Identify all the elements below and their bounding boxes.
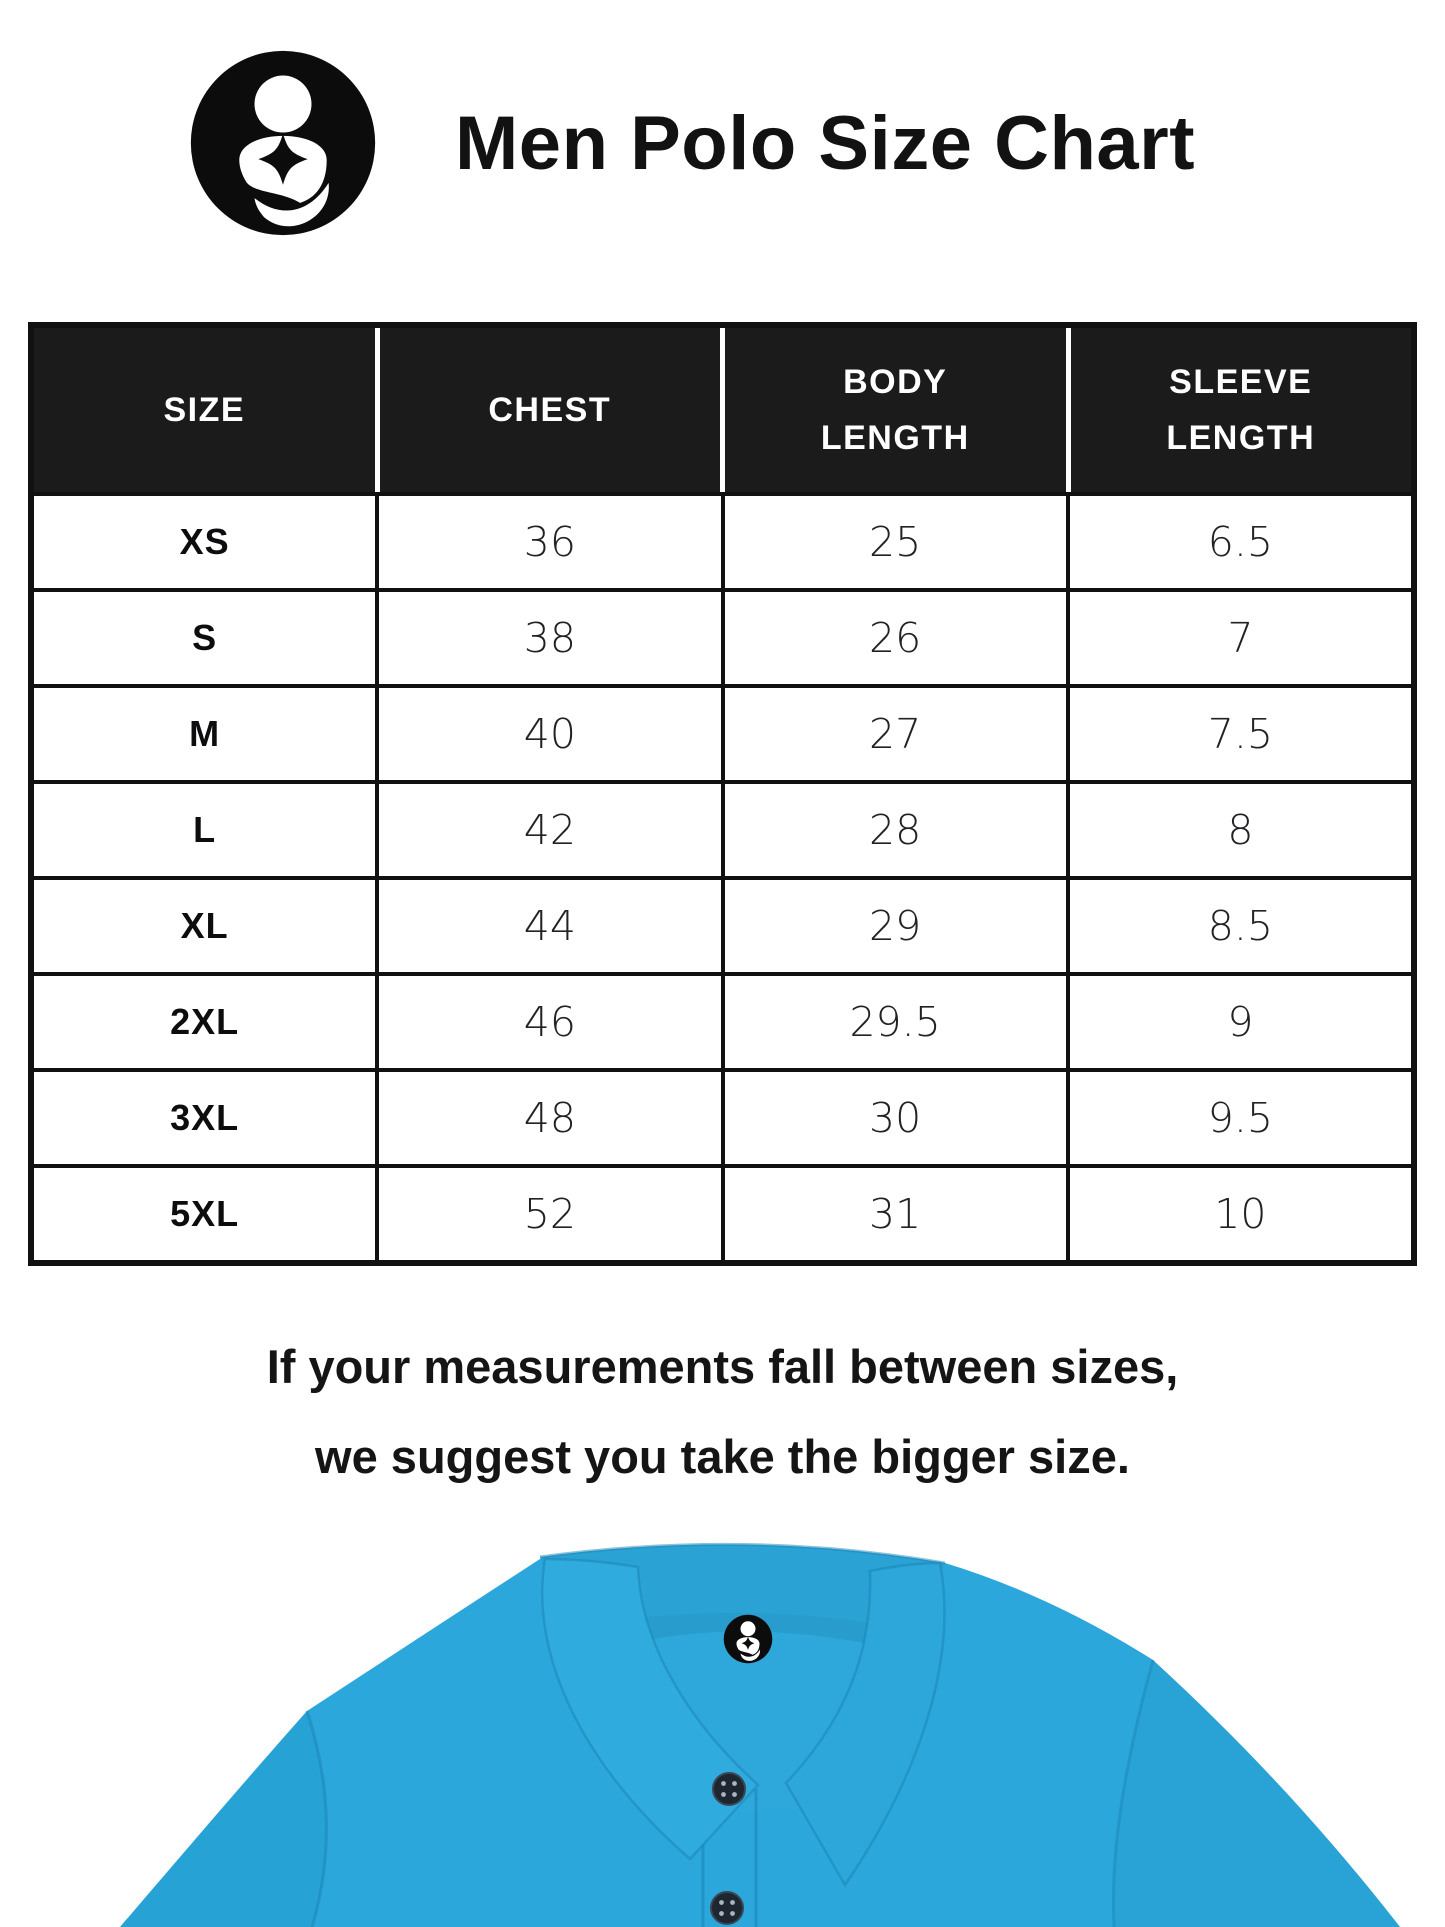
header-cell-size: SIZE (34, 328, 375, 492)
sleeve-cell: 8.5 (1069, 880, 1411, 972)
sizing-note-line2: we suggest you take the bigger size. (315, 1430, 1130, 1483)
polo-button-top (712, 1772, 746, 1806)
polo-button-bottom (710, 1891, 744, 1925)
body-length-cell: 30 (724, 1072, 1066, 1164)
chest-cell: 52 (379, 1168, 721, 1260)
size-cell: XS (34, 496, 376, 588)
table-header-row: SIZE CHEST BODY LENGTH SLEEVE LENGTH (34, 328, 1411, 492)
chest-cell: 40 (379, 688, 721, 780)
chest-cell: 46 (379, 976, 721, 1068)
header-cell-chest: CHEST (379, 328, 720, 492)
sizing-note: If your measurements fall between sizes,… (0, 1322, 1445, 1502)
sleeve-cell: 9.5 (1069, 1072, 1411, 1164)
size-cell: XL (34, 880, 376, 972)
body-length-cell: 31 (724, 1168, 1066, 1260)
body-length-cell: 27 (724, 688, 1066, 780)
size-cell: S (34, 592, 376, 684)
polo-shirt-image (120, 1542, 1400, 1927)
chest-cell: 42 (379, 784, 721, 876)
chest-cell: 48 (379, 1072, 721, 1164)
chest-cell: 44 (379, 880, 721, 972)
sleeve-cell: 7 (1069, 592, 1411, 684)
body-length-cell: 25 (724, 496, 1066, 588)
sleeve-cell: 6.5 (1069, 496, 1411, 588)
brand-logo-icon (190, 50, 376, 236)
size-cell: 5XL (34, 1168, 376, 1260)
size-cell: 2XL (34, 976, 376, 1068)
size-table: SIZE CHEST BODY LENGTH SLEEVE LENGTH XS … (28, 322, 1417, 1266)
sleeve-cell: 10 (1069, 1168, 1411, 1260)
sleeve-cell: 9 (1069, 976, 1411, 1068)
size-cell: 3XL (34, 1072, 376, 1164)
header-cell-sleeve-length: SLEEVE LENGTH (1070, 328, 1411, 492)
sizing-note-line1: If your measurements fall between sizes, (266, 1340, 1179, 1393)
body-length-cell: 29 (724, 880, 1066, 972)
page-title: Men Polo Size Chart (455, 101, 1196, 186)
table-body: XS 36 25 6.5 S 38 26 7 M 40 27 7.5 L 42 … (34, 492, 1411, 1260)
body-length-cell: 29.5 (724, 976, 1066, 1068)
sleeve-cell: 7.5 (1069, 688, 1411, 780)
chest-cell: 36 (379, 496, 721, 588)
size-cell: M (34, 688, 376, 780)
chest-cell: 38 (379, 592, 721, 684)
header-cell-body-length: BODY LENGTH (725, 328, 1066, 492)
sleeve-cell: 8 (1069, 784, 1411, 876)
body-length-cell: 26 (724, 592, 1066, 684)
body-length-cell: 28 (724, 784, 1066, 876)
size-cell: L (34, 784, 376, 876)
collar-label-logo-icon (723, 1614, 773, 1664)
